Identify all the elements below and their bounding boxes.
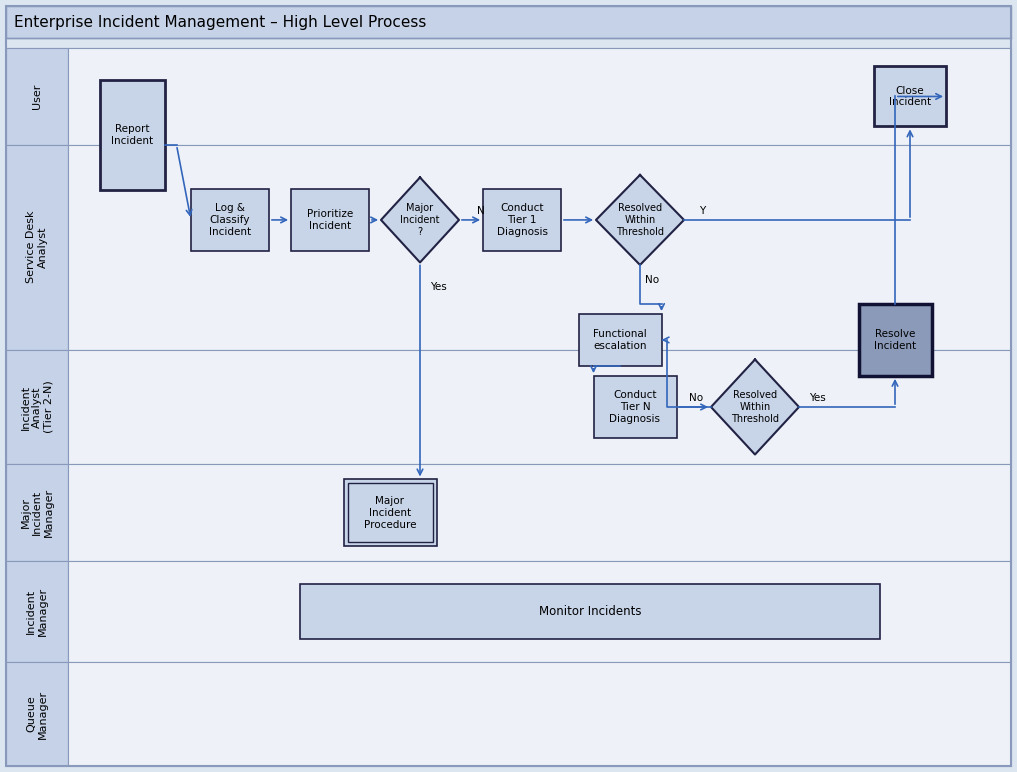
Bar xyxy=(6,350,68,465)
Text: Major
Incident
?: Major Incident ? xyxy=(401,203,439,236)
Bar xyxy=(6,465,68,561)
Text: No: No xyxy=(690,393,704,403)
Polygon shape xyxy=(381,178,459,262)
Bar xyxy=(348,483,432,543)
Bar xyxy=(874,66,946,127)
Bar xyxy=(579,314,661,366)
Text: Enterprise Incident Management – High Level Process: Enterprise Incident Management – High Le… xyxy=(14,15,426,29)
Bar xyxy=(6,662,68,766)
Text: Service Desk
Analyst: Service Desk Analyst xyxy=(26,211,48,283)
Text: User: User xyxy=(32,84,42,109)
Polygon shape xyxy=(596,175,684,265)
Bar xyxy=(68,561,1011,662)
Bar xyxy=(483,189,561,251)
Text: Report
Incident: Report Incident xyxy=(111,124,154,146)
Bar xyxy=(100,80,165,190)
Text: Close
Incident: Close Incident xyxy=(889,86,931,107)
Bar xyxy=(300,584,880,639)
Text: Y: Y xyxy=(699,206,705,216)
Text: Incident
Manager: Incident Manager xyxy=(26,587,48,636)
Text: Resolved
Within
Threshold: Resolved Within Threshold xyxy=(731,391,779,424)
Text: Incident
Analyst
(Tier 2-N): Incident Analyst (Tier 2-N) xyxy=(20,381,54,433)
Bar xyxy=(68,662,1011,766)
Text: No: No xyxy=(645,275,659,285)
Text: Conduct
Tier 1
Diagnosis: Conduct Tier 1 Diagnosis xyxy=(496,203,547,236)
Text: Functional
escalation: Functional escalation xyxy=(593,329,647,350)
Text: Conduct
Tier N
Diagnosis: Conduct Tier N Diagnosis xyxy=(609,391,660,424)
Text: Prioritize
Incident: Prioritize Incident xyxy=(307,209,353,231)
Text: Log &
Classify
Incident: Log & Classify Incident xyxy=(208,203,251,236)
Bar xyxy=(6,6,1011,38)
Text: Major
Incident
Manager: Major Incident Manager xyxy=(20,489,54,537)
Text: Resolved
Within
Threshold: Resolved Within Threshold xyxy=(616,203,664,236)
Bar xyxy=(68,48,1011,145)
Text: Queue
Manager: Queue Manager xyxy=(26,689,48,739)
Bar xyxy=(6,48,68,145)
Text: Monitor Incidents: Monitor Incidents xyxy=(539,605,642,618)
Bar xyxy=(68,350,1011,465)
Bar xyxy=(6,561,68,662)
Bar xyxy=(68,465,1011,561)
Bar xyxy=(594,376,676,438)
Text: Major
Incident
Procedure: Major Incident Procedure xyxy=(364,496,416,530)
Polygon shape xyxy=(711,360,799,455)
Bar xyxy=(191,189,270,251)
Text: N: N xyxy=(477,206,485,216)
Bar xyxy=(858,304,932,376)
Bar xyxy=(6,145,68,350)
Text: Yes: Yes xyxy=(429,283,446,293)
Bar xyxy=(291,189,369,251)
Text: Yes: Yes xyxy=(809,393,826,403)
Bar xyxy=(68,145,1011,350)
Bar xyxy=(344,479,436,547)
Text: Resolve
Incident: Resolve Incident xyxy=(874,329,916,350)
